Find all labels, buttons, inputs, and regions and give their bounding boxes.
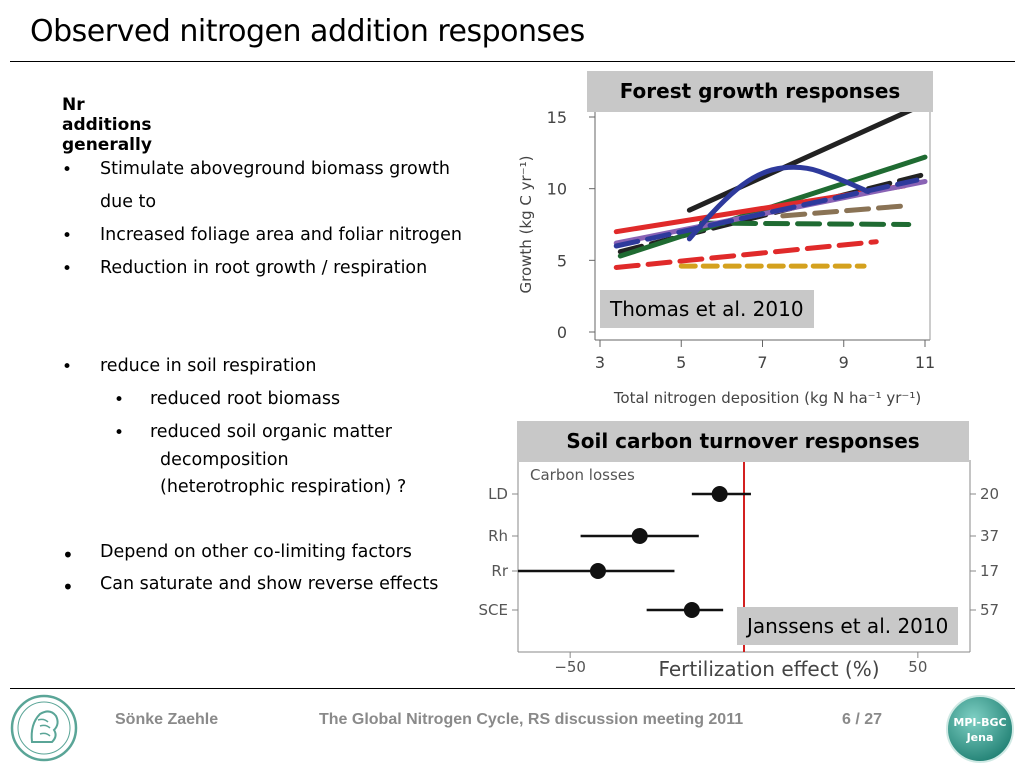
category-label-SCE: SCE — [479, 601, 508, 619]
bullet-6-marker: • — [62, 575, 74, 599]
right-label-Rr: 17 — [980, 562, 999, 580]
series-line-8 — [686, 164, 871, 242]
x-tick-label-5: 5 — [676, 353, 686, 372]
bullet-4-text: reduce in soil respiration — [100, 356, 317, 376]
y-tick-label-0: 0 — [557, 323, 567, 342]
bullet-1-text: Stimulate aboveground biomass growth — [100, 159, 451, 179]
data-point-Rh — [631, 528, 648, 544]
bullet-2-marker: • — [62, 226, 73, 246]
bullet-3-marker: • — [62, 259, 73, 279]
y-tick-label-5: 5 — [557, 251, 567, 270]
series-line-3 — [699, 220, 912, 227]
section-heading: Nr additions generally — [62, 95, 152, 155]
footer-divider — [10, 688, 1015, 689]
bullet-5-marker: • — [62, 543, 74, 567]
soil-carbon-banner: Soil carbon turnover responses — [517, 421, 969, 462]
soil-carbon-chart: Carbon losses LD 20 Rh 37 Rr 17 SCE 57 −50 50 Ferti… — [479, 460, 999, 681]
bullet-1-marker: • — [62, 160, 73, 180]
title-divider — [10, 61, 1015, 62]
y-tick-label-10: 10 — [547, 180, 567, 199]
footer-author: Sönke Zaehle — [115, 711, 219, 728]
right-label-SCE: 57 — [980, 601, 999, 619]
series-line-0 — [686, 110, 918, 213]
slide-title: Observed nitrogen addition responses — [30, 14, 585, 49]
data-point-SCE — [683, 602, 700, 618]
chart-title-carbon-losses: Carbon losses — [530, 466, 635, 484]
sub-bullet-1-text: reduced root biomass — [150, 389, 341, 409]
category-label-Rr: Rr — [491, 562, 508, 580]
series-line-5 — [613, 239, 879, 270]
logo-text-line1: MPI-BGC — [953, 716, 1006, 729]
sub-bullet-2-continued: decomposition — [160, 450, 289, 470]
bullet-6-text: Can saturate and show reverse effects — [100, 574, 439, 594]
category-label-Rh: Rh — [488, 527, 508, 545]
right-label-LD: 20 — [980, 485, 999, 503]
bullet-1-continued: due to — [100, 192, 157, 212]
x-axis-label: Fertilization effect (%) — [658, 657, 879, 681]
x-tick-label-3: 3 — [595, 353, 605, 372]
y-tick-label-15: 15 — [547, 108, 567, 127]
x-tick-label-11: 11 — [915, 353, 935, 372]
sub-bullet-1-marker: • — [114, 390, 125, 410]
x-axis-label: Total nitrogen deposition (kg N ha⁻¹ yr⁻… — [613, 389, 921, 407]
forest-growth-chart: 0 5 10 15 3 5 7 9 11 Total nitrogen deposition (k… — [517, 108, 935, 407]
sub-bullet-2-text: reduced soil organic matter — [150, 422, 392, 442]
bullet-4-marker: • — [62, 357, 73, 377]
x-tick-label-9: 9 — [839, 353, 849, 372]
series-line-9 — [780, 203, 908, 219]
bullet-5-text: Depend on other co-limiting factors — [100, 542, 412, 562]
forest-growth-citation: Thomas et al. 2010 — [600, 290, 814, 328]
y-axis-label: Growth (kg C yr⁻¹) — [517, 156, 535, 294]
x-tick-label-7: 7 — [757, 353, 767, 372]
sub-bullet-2-marker: • — [114, 423, 125, 443]
forest-growth-banner: Forest growth responses — [587, 71, 933, 112]
category-label-LD: LD — [488, 485, 508, 503]
right-label-Rh: 37 — [980, 527, 999, 545]
bullet-2-text: Increased foliage area and foliar nitrog… — [100, 225, 462, 245]
soil-carbon-citation: Janssens et al. 2010 — [737, 607, 959, 645]
data-point-LD — [711, 486, 728, 502]
x-tick-label-0: −50 — [554, 658, 586, 676]
footer-event: The Global Nitrogen Cycle, RS discussion… — [319, 711, 744, 728]
x-tick-label-1: 50 — [908, 658, 927, 676]
footer-page-number: 6 / 27 — [842, 711, 883, 728]
bullet-3-text: Reduction in root growth / respiration — [100, 258, 428, 278]
logo-text-line2: Jena — [966, 731, 994, 744]
mpi-bgc-jena-logo: MPI-BGC Jena — [946, 695, 1014, 763]
max-planck-logo — [10, 694, 78, 762]
data-point-Rr — [589, 563, 606, 579]
sub-bullet-2-continued-2: (heterotrophic respiration) ? — [160, 477, 407, 497]
